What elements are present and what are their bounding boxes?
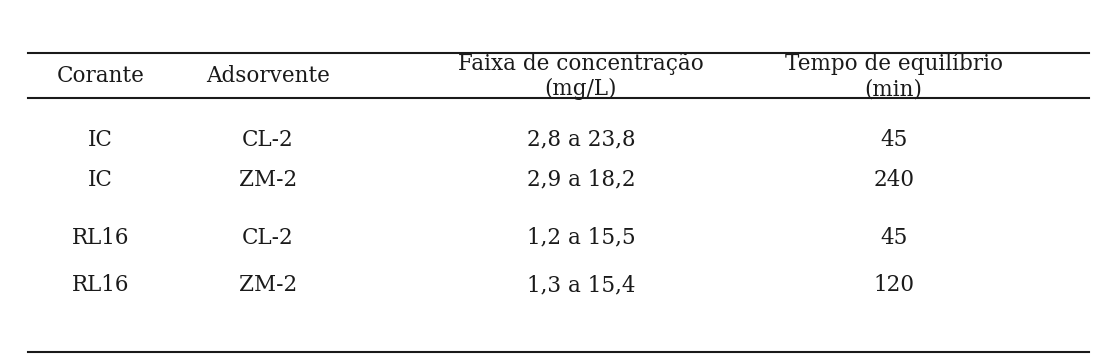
Text: 2,8 a 23,8: 2,8 a 23,8 [526,129,636,151]
Text: 45: 45 [880,129,907,151]
Text: Faixa de concentração
(mg/L): Faixa de concentração (mg/L) [458,52,704,101]
Text: CL-2: CL-2 [242,227,294,249]
Text: IC: IC [88,129,113,151]
Text: ZM-2: ZM-2 [239,169,297,191]
Text: Adsorvente: Adsorvente [207,65,330,87]
Text: 1,2 a 15,5: 1,2 a 15,5 [526,227,636,249]
Text: Corante: Corante [57,65,144,87]
Text: 1,3 a 15,4: 1,3 a 15,4 [526,274,636,296]
Text: IC: IC [88,169,113,191]
Text: 2,9 a 18,2: 2,9 a 18,2 [526,169,636,191]
Text: 45: 45 [880,227,907,249]
Text: Tempo de equilíbrio
(min): Tempo de equilíbrio (min) [784,52,1003,101]
Text: 240: 240 [873,169,914,191]
Text: CL-2: CL-2 [242,129,294,151]
Text: 120: 120 [873,274,914,296]
Text: RL16: RL16 [71,274,130,296]
Text: RL16: RL16 [71,227,130,249]
Text: ZM-2: ZM-2 [239,274,297,296]
